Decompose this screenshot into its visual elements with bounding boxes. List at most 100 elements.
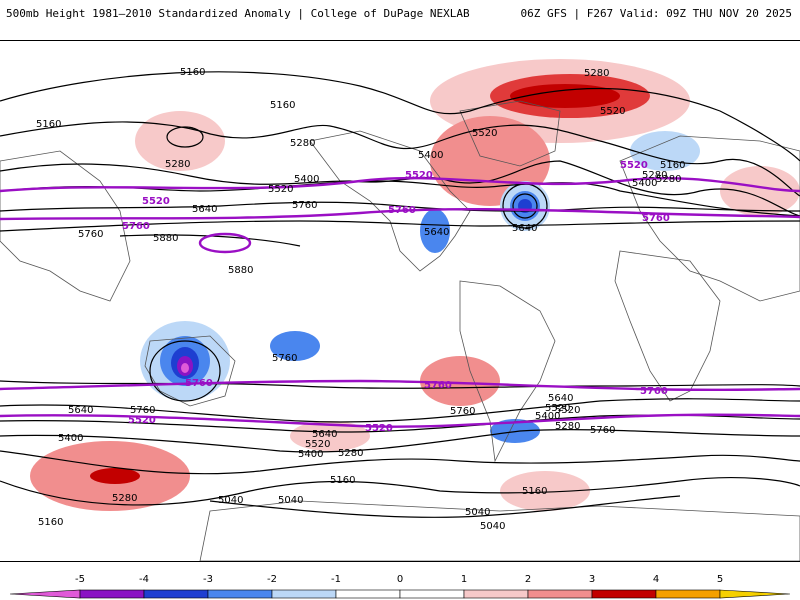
contour-label: 5520	[268, 184, 293, 195]
contour-label: 5280	[656, 174, 681, 185]
colorbar-tick: -1	[331, 574, 341, 585]
contour-5760-south	[0, 380, 800, 389]
model-run-info: 06Z GFS | F267 Valid: 09Z THU NOV 20 202…	[520, 7, 792, 20]
contour-label: 5160	[180, 67, 205, 78]
contour-label-highlight: 5760	[642, 213, 670, 224]
coastlines	[0, 100, 800, 561]
contour-low-atlantic	[512, 193, 538, 219]
contour-label: 5640	[312, 429, 337, 440]
coast-africa	[614, 250, 721, 402]
contour-label-highlight: 5760	[640, 386, 668, 397]
contour-label: 5400	[298, 449, 323, 460]
colorbar-tick: 1	[460, 574, 468, 585]
colorbar-seg-neg1	[271, 589, 337, 599]
contour-label: 5760	[78, 229, 103, 240]
height-contours	[0, 71, 800, 518]
colorbar-arrow-pos	[719, 589, 791, 599]
contour-5880-ring	[198, 232, 252, 254]
anomaly-shading	[30, 59, 800, 511]
colorbar-segments	[9, 589, 791, 599]
contour-label-highlight: 5760	[185, 378, 213, 389]
coast-south-america	[459, 280, 556, 463]
colorbar-tick: -3	[203, 574, 213, 585]
contour-label: 5880	[153, 233, 178, 244]
contour-5640-north	[0, 201, 800, 212]
coast-eurasia	[619, 135, 800, 302]
colorbar-seg-zero-pos	[399, 589, 465, 599]
colorbar-arrow-neg	[9, 589, 81, 599]
highlight-contours	[0, 176, 800, 428]
contour-label: 5520	[600, 106, 625, 117]
anomaly-pos-europe	[720, 166, 800, 216]
contour-label: 5400	[535, 411, 560, 422]
contour-label: 5040	[278, 495, 303, 506]
contour-label: 5280	[338, 448, 363, 459]
contour-label: 5760	[292, 200, 317, 211]
anomaly-pos-south-pacific-2	[290, 421, 370, 451]
anomaly-colorbar: -5 -4 -3 -2 -1 0 1 2 3 4 5	[0, 570, 800, 600]
contour-label: 5400	[294, 174, 319, 185]
contour-label: 5280	[642, 170, 667, 181]
contour-5040-south	[209, 495, 681, 518]
contour-label: 5520	[472, 128, 497, 139]
anomaly-pos-south-indian	[90, 468, 140, 484]
colorbar-tick: 5	[716, 574, 724, 585]
contour-label: 5400	[418, 150, 443, 161]
coast-greenland	[459, 100, 561, 167]
contour-label: 5160	[330, 475, 355, 486]
contour-label: 5520	[305, 439, 330, 450]
colorbar-seg-neg4	[79, 589, 145, 599]
contour-labels: 5160 5160 5160 5280 5280 5280 5400 5520 …	[36, 67, 685, 532]
anomaly-neg-gulf	[420, 209, 450, 253]
colorbar-seg-pos4	[655, 589, 721, 599]
coast-asia-west	[0, 150, 131, 302]
contour-5520-north	[0, 180, 800, 217]
contour-label: 5640	[512, 223, 537, 234]
colorbar-tick: 0	[396, 574, 404, 585]
contour-label: 5160	[36, 119, 61, 130]
anomaly-pos-north-pacific	[135, 111, 225, 171]
contour-label-highlight: 5520	[365, 423, 393, 434]
contour-label: 5520	[545, 403, 570, 414]
contour-5640-south	[0, 398, 800, 423]
colorbar-svg	[9, 589, 791, 599]
anomaly-map: 5160 5160 5160 5280 5280 5280 5400 5520 …	[0, 40, 800, 562]
contour-label: 5760	[272, 353, 297, 364]
colorbar-tick: -2	[267, 574, 277, 585]
contour-label: 5160	[660, 160, 685, 171]
contour-low-australia	[149, 340, 221, 402]
contour-5760-north-highlight	[0, 208, 800, 221]
contour-5400-south	[0, 429, 800, 453]
anomaly-pos-north-atlantic	[510, 84, 620, 108]
contour-label: 5160	[38, 517, 63, 528]
colorbar-tick: -4	[139, 574, 149, 585]
contour-label: 5760	[130, 405, 155, 416]
anomaly-neg-australia	[181, 363, 189, 373]
contour-label: 5640	[68, 405, 93, 416]
colorbar-seg-neg2	[207, 589, 273, 599]
coast-australia	[144, 335, 236, 407]
contour-label: 5280	[112, 493, 137, 504]
contour-label: 5880	[228, 265, 253, 276]
contour-label: 5640	[424, 227, 449, 238]
contour-label: 5400	[58, 433, 83, 444]
colorbar-seg-pos1	[463, 589, 529, 599]
contour-label: 5640	[548, 393, 573, 404]
colorbar-seg-neg3	[143, 589, 209, 599]
contour-5520-north-highlight	[0, 176, 800, 193]
contour-5160-south	[0, 477, 800, 506]
anomaly-neg-europe	[630, 131, 700, 171]
contour-label: 5160	[270, 100, 295, 111]
anomaly-neg-south-atlantic	[490, 419, 540, 443]
contour-label: 5280	[290, 138, 315, 149]
contour-5760-north	[0, 220, 800, 232]
contour-5160-north	[0, 71, 800, 162]
contour-5520-south	[0, 414, 800, 433]
contour-label: 5040	[218, 495, 243, 506]
contour-5280-south	[0, 450, 800, 475]
contour-label-highlight: 5520	[128, 415, 156, 426]
anomaly-pos-south-atlantic	[500, 471, 590, 511]
colorbar-tick: 3	[588, 574, 596, 585]
contour-label-highlight: 5520	[142, 196, 170, 207]
colorbar-tick: 4	[652, 574, 660, 585]
